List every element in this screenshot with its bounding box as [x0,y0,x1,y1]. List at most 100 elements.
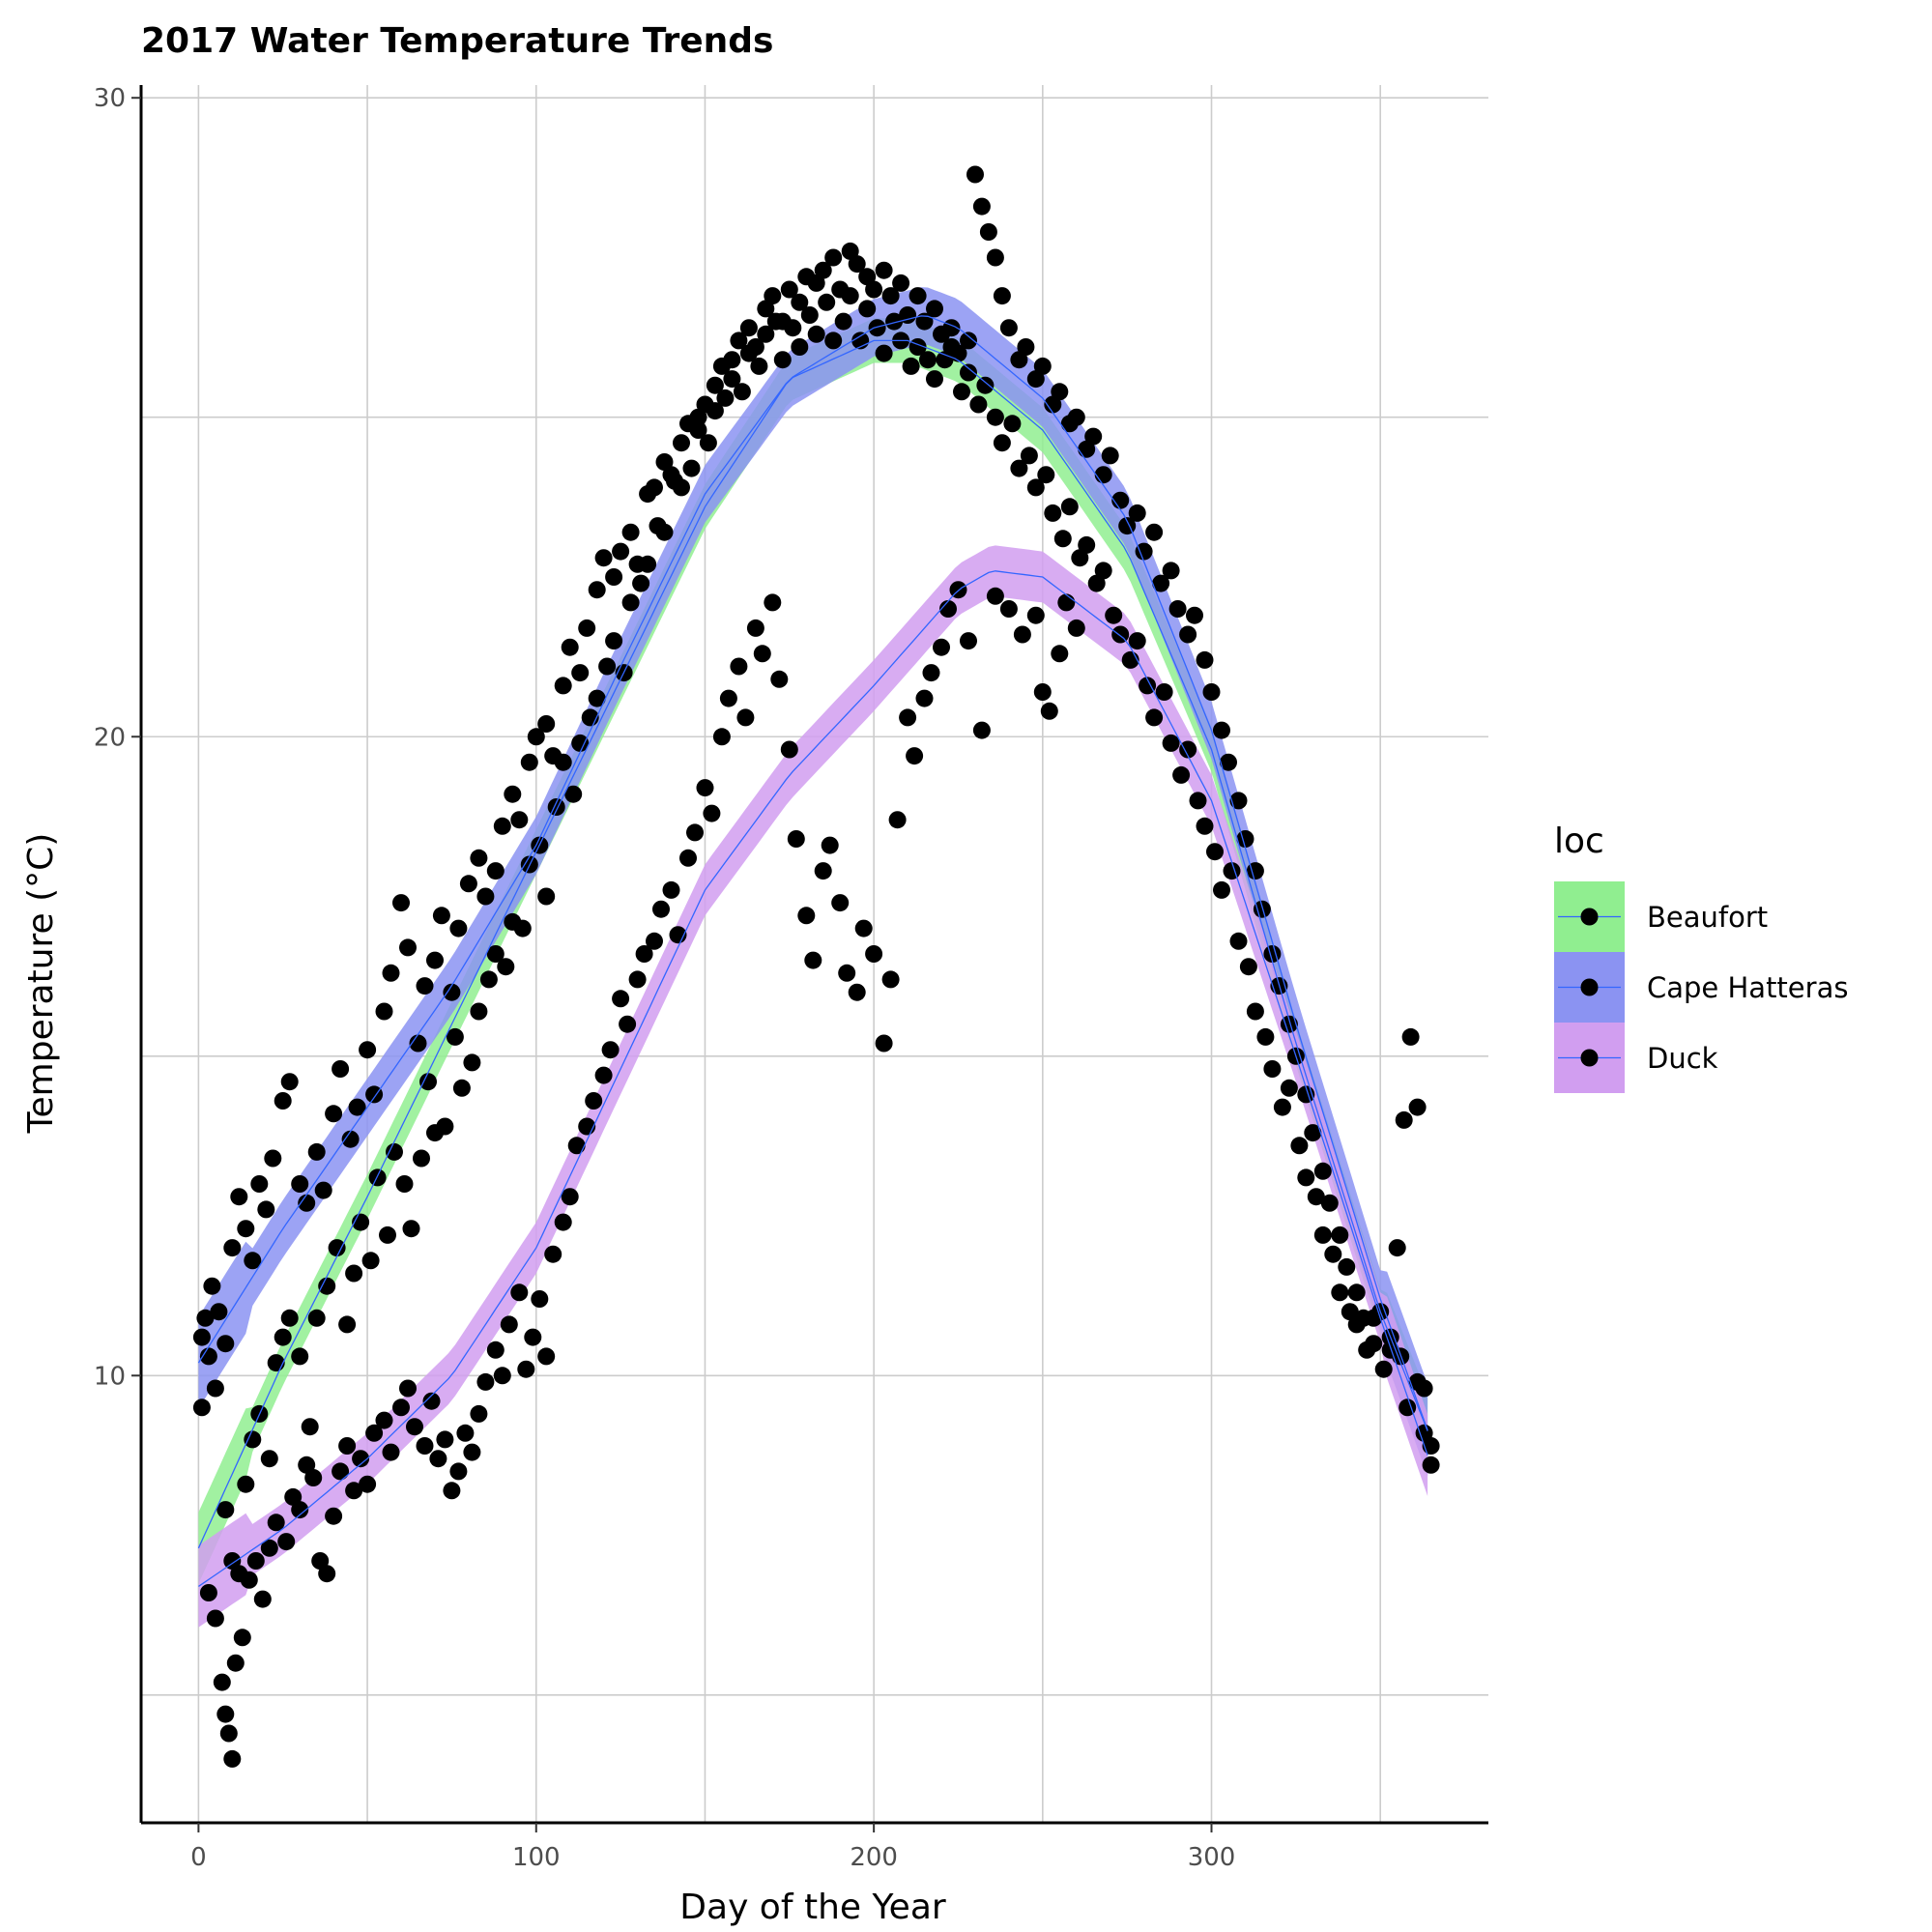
data-point [1105,606,1123,624]
data-point [926,370,943,389]
y-axis-title: Temperature (°C) [21,833,61,1135]
data-point [520,753,538,771]
data-point [325,1507,343,1525]
data-point [1196,650,1214,669]
data-point [993,287,1011,305]
data-point [260,1450,278,1468]
data-point [564,785,583,803]
data-point [939,600,957,618]
data-point [986,408,1004,426]
data-point [1313,1226,1332,1244]
data-point [1060,498,1079,516]
data-point [578,619,596,637]
data-point [246,1552,265,1570]
data-point [419,1073,437,1091]
data-point [537,887,556,906]
data-point [699,434,717,452]
data-point [510,1283,529,1302]
data-point [476,887,495,906]
data-point [537,1347,556,1366]
data-point [999,319,1018,337]
data-point [257,1200,275,1219]
confidence-band [198,545,1428,1628]
data-point [733,383,751,401]
data-point [1374,1360,1393,1378]
data-point [899,306,917,324]
data-point [655,453,674,471]
data-point [986,248,1004,267]
data-point [696,779,714,797]
data-point [449,919,468,937]
data-point [841,242,859,260]
data-point [848,255,866,274]
data-point [635,945,653,963]
data-point [1220,753,1237,771]
data-point [386,1142,403,1161]
data-point [230,1188,248,1206]
legend-label: Cape Hatteras [1647,971,1848,1004]
data-point [544,1245,562,1263]
data-point [628,970,647,989]
data-point [493,817,511,835]
data-point [1152,574,1170,592]
data-point [800,306,819,324]
data-point [1280,1079,1298,1097]
data-point [250,1175,269,1193]
data-point [730,657,748,676]
data-point [203,1277,221,1295]
data-point [571,664,590,682]
data-point [240,1571,258,1589]
data-point [382,1443,400,1461]
data-point [960,363,977,382]
data-point [1179,740,1197,759]
data-point [359,1475,377,1493]
data-point [831,280,850,299]
data-point [655,523,674,541]
data-point [510,811,529,829]
data-point [972,721,991,739]
smooth-line [198,570,1428,1587]
data-point [1273,1098,1291,1116]
data-point [341,1130,360,1148]
data-point [662,466,680,484]
data-point [325,1105,343,1123]
data-point [1401,1027,1420,1046]
data-point [368,1168,387,1187]
data-point [986,587,1004,605]
data-point [459,875,477,893]
data-point [1084,427,1103,446]
data-point [470,849,488,867]
data-point [1307,1188,1325,1206]
legend-point [1580,978,1599,996]
data-point [858,300,877,318]
data-point [436,1117,454,1136]
data-point [1172,765,1191,784]
data-point [686,823,704,842]
data-point [1331,1283,1349,1302]
data-point [1213,721,1230,739]
data-point [1067,408,1085,426]
data-point [345,1482,363,1500]
data-point [422,1392,441,1410]
data-point [1338,1257,1356,1276]
data-point [301,1418,319,1436]
data-point [338,1437,357,1455]
data-point [280,1309,299,1327]
data-point [804,951,822,969]
data-point [1010,459,1028,477]
data-point [1044,504,1062,522]
data-point [352,1450,370,1468]
data-point [821,836,839,854]
data-point [1365,1335,1383,1353]
data-point [730,332,748,350]
data-point [588,689,606,707]
data-point [402,1220,420,1238]
data-point [554,677,572,695]
data-point [865,945,883,963]
data-point [875,344,893,362]
data-point [244,1252,262,1270]
data-point [314,1181,332,1199]
data-point [233,1629,251,1647]
data-point [757,325,775,343]
data-point [908,287,927,305]
